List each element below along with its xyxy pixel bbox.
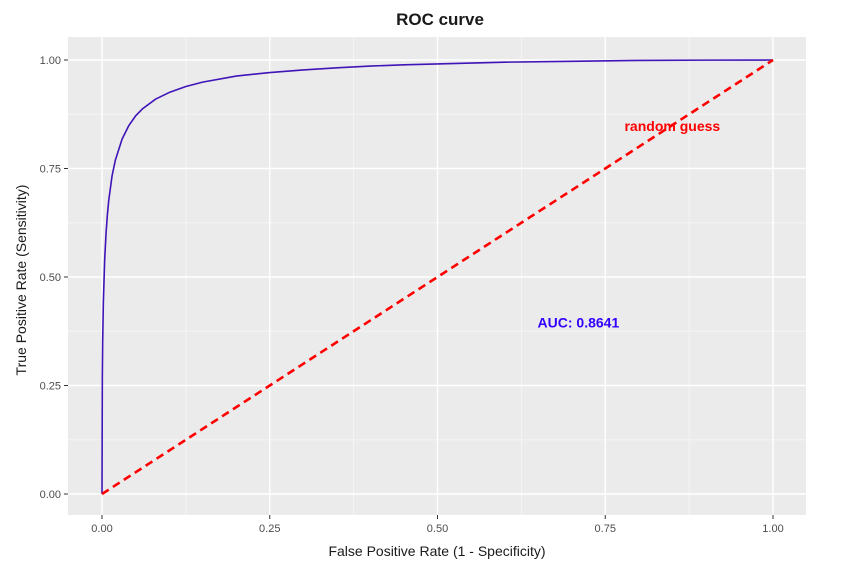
y-tick-label: 0.75 — [40, 164, 61, 176]
x-axis-title: False Positive Rate (1 - Specificity) — [328, 543, 545, 559]
annotation-label: random guess — [624, 118, 720, 134]
y-tick-label: 0.25 — [40, 381, 61, 393]
annotation-label: AUC: 0.8641 — [538, 315, 620, 331]
annotations: random guess AUC: 0.8641 — [538, 118, 721, 331]
chart-title: ROC curve — [396, 10, 484, 29]
y-tick-label: 0.50 — [40, 272, 61, 284]
roc-curve-line — [101, 59, 774, 495]
random-guess-line — [101, 58, 774, 496]
series-layer — [101, 58, 774, 496]
y-axis-ticks: 0.00 0.25 0.50 0.75 1.00 — [40, 55, 68, 501]
x-tick-label: 0.75 — [595, 523, 616, 535]
y-tick-label: 0.00 — [40, 489, 61, 501]
x-tick-label: 0.00 — [91, 523, 112, 535]
y-tick-label: 1.00 — [40, 55, 61, 67]
x-tick-label: 0.25 — [259, 523, 280, 535]
x-tick-label: 1.00 — [762, 523, 783, 535]
major-gridlines — [68, 37, 806, 515]
x-tick-label: 0.50 — [427, 523, 448, 535]
y-axis-title: True Positive Rate (Sensitivity) — [13, 185, 29, 376]
x-axis-ticks: 0.00 0.25 0.50 0.75 1.00 — [91, 515, 784, 535]
